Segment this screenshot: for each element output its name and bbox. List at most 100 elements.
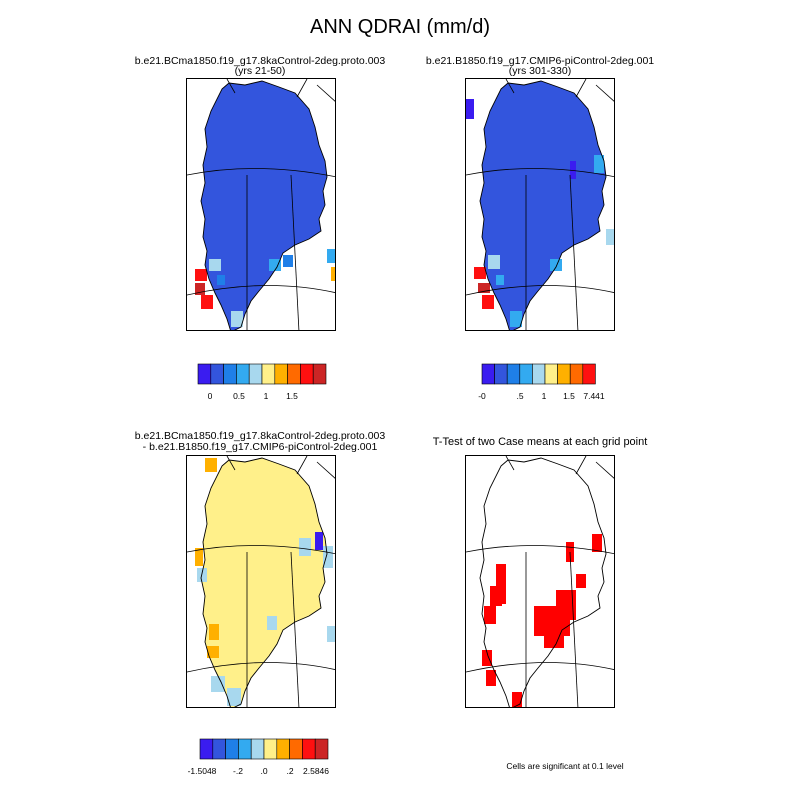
graticule-line bbox=[466, 545, 614, 555]
colorbar-box bbox=[250, 738, 265, 760]
graticule-line bbox=[595, 84, 614, 102]
grid-cell bbox=[201, 295, 213, 309]
panel3-title-line2: - b.e21.B1850.f19_g17.CMIP6-piControl-2d… bbox=[142, 441, 378, 453]
panel2-title-line1: b.e21.B1850.f19_g17.CMIP6-piControl-2deg… bbox=[425, 55, 655, 67]
graticule-line bbox=[187, 545, 335, 555]
panel1-title-line2: (yrs 21-50) bbox=[234, 65, 286, 77]
coastline bbox=[479, 80, 607, 330]
colorbar-box bbox=[519, 363, 533, 385]
colorbar-box bbox=[287, 363, 301, 385]
coastline bbox=[479, 457, 607, 707]
grid-cell bbox=[195, 269, 207, 281]
grid-cell bbox=[207, 646, 219, 658]
graticule-line bbox=[595, 461, 614, 479]
colorbar-tick-label: 1 bbox=[542, 391, 547, 401]
grid-cell bbox=[283, 255, 293, 267]
grid-cell bbox=[323, 546, 333, 568]
grid-cell bbox=[466, 99, 474, 119]
colorbar-box bbox=[223, 363, 237, 385]
graticule-line bbox=[187, 168, 335, 178]
colorbar-box bbox=[312, 363, 327, 385]
colorbar-box bbox=[261, 363, 276, 385]
colorbar-tick-label: 7.441 bbox=[583, 391, 605, 401]
grid-cell bbox=[482, 650, 492, 666]
panel3-colorbar: -1.5048 -.2 .0 .2 2.5846 bbox=[180, 737, 330, 781]
colorbar-box bbox=[582, 363, 596, 385]
colorbar-box bbox=[481, 363, 495, 385]
panel4-map bbox=[465, 455, 615, 708]
coastline bbox=[200, 457, 328, 707]
colorbar-box bbox=[248, 363, 263, 385]
colorbar-tick-label: 1.5 bbox=[563, 391, 575, 401]
grid-cell bbox=[496, 564, 506, 604]
panel3-title-line1: b.e21.BCma1850.f19_g17.8kaControl-2deg.p… bbox=[134, 430, 386, 442]
colorbar-tick-label: 1.5 bbox=[286, 391, 298, 401]
graticule-line bbox=[466, 662, 614, 673]
colorbar-tick-label: 0.5 bbox=[233, 391, 245, 401]
grid-cell bbox=[195, 548, 203, 566]
grid-cell bbox=[510, 311, 522, 327]
colorbar-box bbox=[225, 738, 239, 760]
grid-cell bbox=[267, 616, 277, 630]
colorbar-box bbox=[569, 363, 584, 385]
colorbar-tick-label: 2.5846 bbox=[303, 766, 329, 776]
colorbar-tick-label: .0 bbox=[260, 766, 267, 776]
grid-cell bbox=[474, 267, 486, 279]
grid-cell bbox=[576, 574, 586, 588]
grid-cell bbox=[211, 676, 225, 692]
land-fill bbox=[201, 458, 327, 707]
colorbar-box bbox=[274, 363, 288, 385]
graticule-line bbox=[505, 79, 515, 94]
significance-footnote: Cells are significant at 0.1 level bbox=[506, 761, 624, 771]
grid-cell bbox=[550, 259, 562, 271]
grid-cell bbox=[592, 534, 602, 552]
graticule-line bbox=[290, 174, 300, 330]
panel3-map bbox=[186, 455, 336, 708]
colorbar-tick-label: -1.5048 bbox=[188, 766, 217, 776]
grid-cell bbox=[512, 692, 522, 707]
land-fill bbox=[201, 81, 327, 330]
colorbar-box bbox=[300, 363, 314, 385]
graticule-line bbox=[575, 79, 587, 98]
grid-cell bbox=[486, 670, 496, 686]
graticule-line bbox=[316, 84, 335, 102]
colorbar-box bbox=[494, 363, 508, 385]
grid-cell bbox=[496, 275, 504, 285]
grid-cell bbox=[490, 586, 502, 606]
panel2-title-line2: (yrs 301-330) bbox=[508, 65, 572, 77]
graticule-line bbox=[569, 551, 579, 707]
graticule-line bbox=[296, 456, 308, 475]
land-fill bbox=[480, 81, 606, 330]
colorbar-box bbox=[289, 738, 303, 760]
grid-cell bbox=[209, 259, 221, 271]
grid-cell bbox=[570, 161, 576, 179]
colorbar-box bbox=[557, 363, 571, 385]
graticule-line bbox=[296, 79, 308, 98]
grid-cell bbox=[327, 626, 335, 642]
colorbar-box bbox=[276, 738, 290, 760]
graticule-line bbox=[316, 461, 335, 479]
graticule-line bbox=[466, 168, 614, 178]
grid-cell bbox=[209, 624, 219, 640]
grid-cell bbox=[269, 259, 281, 271]
graticule-line bbox=[505, 456, 515, 471]
graticule-line bbox=[575, 456, 587, 475]
colorbar-box bbox=[212, 738, 226, 760]
colorbar-box bbox=[197, 363, 212, 385]
panel4-title: T-Test of two Case means at each grid po… bbox=[432, 436, 648, 448]
grid-cell bbox=[594, 155, 604, 173]
grid-cell bbox=[478, 283, 490, 293]
grid-cell bbox=[556, 590, 576, 620]
colorbar-tick-label: -.2 bbox=[233, 766, 243, 776]
p4-svg bbox=[466, 456, 614, 707]
colorbar-box bbox=[532, 363, 546, 385]
colorbar-tick-label: .5 bbox=[516, 391, 523, 401]
graticule-line bbox=[466, 285, 614, 296]
colorbar-box bbox=[210, 363, 224, 385]
grid-cell bbox=[231, 311, 243, 327]
grid-cell bbox=[484, 606, 496, 624]
grid-cell bbox=[195, 283, 205, 295]
graticule-line bbox=[226, 79, 236, 94]
graticule-line bbox=[569, 174, 579, 330]
grid-cell bbox=[315, 532, 323, 550]
